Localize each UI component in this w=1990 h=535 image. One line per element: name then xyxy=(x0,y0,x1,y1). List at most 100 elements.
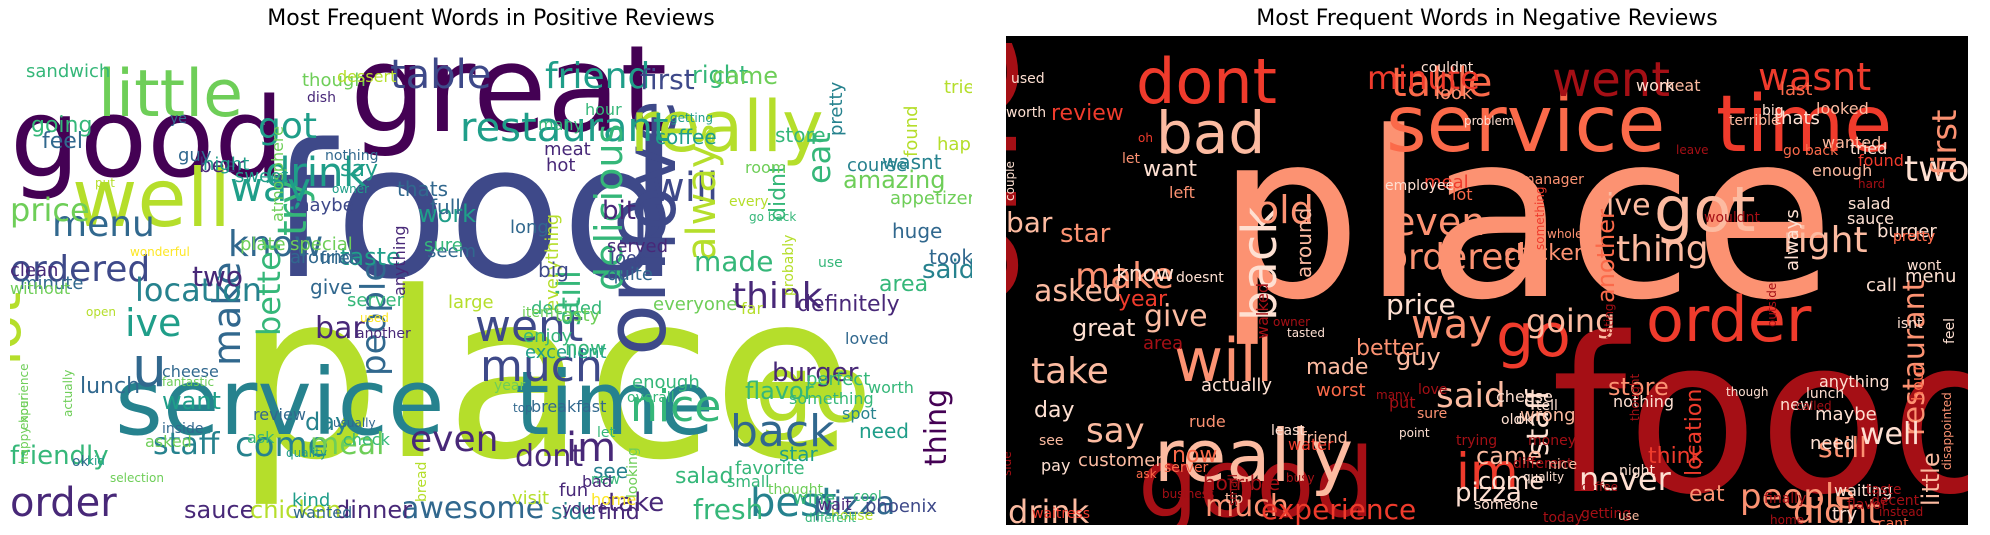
positive-word-visit: visit xyxy=(512,488,549,509)
negative-word-lot: lot xyxy=(1452,185,1473,204)
positive-word-order: order xyxy=(10,480,117,525)
negative-word-though: though xyxy=(1726,385,1768,399)
negative-word-thats: thats xyxy=(1774,108,1820,129)
positive-word-every: every xyxy=(729,194,769,210)
positive-word-experience: experience xyxy=(17,363,31,430)
negative-word-wasnt: wasnt xyxy=(1758,55,1871,99)
positive-word-new: new xyxy=(591,472,620,488)
positive-word-beer: beer xyxy=(199,153,245,177)
positive-word-sauce: sauce xyxy=(184,496,254,524)
negative-word-rating: rating xyxy=(1602,303,1616,339)
positive-word-think: think xyxy=(732,276,823,317)
positive-word-still: still xyxy=(550,270,588,326)
positive-word-lunch: lunch xyxy=(80,374,140,399)
negative-word-friend: friend xyxy=(1301,428,1348,447)
negative-word-doesnt: doesnt xyxy=(1176,270,1224,286)
positive-word-know: know xyxy=(228,224,323,265)
negative-word-asked: asked xyxy=(1034,274,1122,309)
negative-word-cloud: place food one good service time dont really wil… xyxy=(1006,36,1968,525)
negative-word-old: old xyxy=(1501,412,1522,428)
positive-word-thing: thing xyxy=(919,389,954,466)
negative-word-think: think xyxy=(1648,444,1704,469)
negative-word-point: point xyxy=(1399,426,1430,440)
negative-word-back: back xyxy=(1232,207,1288,321)
positive-word-everything: everything xyxy=(542,214,563,311)
positive-word-ye: ye xyxy=(170,111,187,127)
positive-word-large: large xyxy=(448,292,494,313)
positive-word-always: always xyxy=(679,124,725,261)
positive-word-star: star xyxy=(779,442,819,466)
negative-word-use: use xyxy=(1618,509,1639,523)
positive-word-restaurant: restaurant xyxy=(460,105,669,151)
negative-word-drink: drink xyxy=(1008,493,1090,525)
positive-word-kid: kid xyxy=(87,454,105,468)
positive-word-amazing: amazing xyxy=(843,166,946,194)
negative-word-location: location xyxy=(1682,389,1707,476)
positive-word-work: work xyxy=(418,200,476,228)
positive-word-something: something xyxy=(789,389,874,408)
positive-word-excellent: excellent xyxy=(525,342,607,363)
positive-word-well: well xyxy=(72,152,231,245)
positive-word-wanted: wanted xyxy=(293,503,352,522)
negative-word-tip: tip xyxy=(1225,491,1243,507)
negative-word-many: many xyxy=(1376,388,1410,402)
positive-word-atmosphere: atmosphere xyxy=(268,126,287,222)
positive-word-wasnt: wasnt xyxy=(882,150,942,174)
negative-word-hour: hour xyxy=(1908,364,1927,401)
negative-word-went: went xyxy=(1552,52,1670,108)
positive-word-came: came xyxy=(712,62,778,90)
negative-word-different: different xyxy=(1513,456,1573,472)
negative-word-water: water xyxy=(1288,435,1334,454)
positive-word-cloud: place food great good service time one love well… xyxy=(10,36,972,525)
negative-word-someone: someone xyxy=(1474,497,1538,513)
positive-word-bar: bar xyxy=(315,311,365,346)
positive-word-got: got xyxy=(258,106,317,147)
negative-word-pay: pay xyxy=(1041,456,1070,475)
negative-word-walked: walked xyxy=(1253,283,1272,339)
negative-word-thought: thought xyxy=(1628,374,1642,421)
positive-word-went: went xyxy=(475,301,583,352)
positive-word-first: first xyxy=(640,63,695,96)
positive-word-huge: huge xyxy=(892,219,942,243)
negative-word-pretty: pretty xyxy=(1893,229,1935,245)
negative-word-cant: cant xyxy=(1878,516,1909,525)
positive-word-appetizer: appetizer xyxy=(890,188,972,209)
negative-word-nothing: nothing xyxy=(1613,392,1674,411)
negative-word-coffee: coffee xyxy=(1581,480,1618,494)
negative-word-say: say xyxy=(1086,411,1145,451)
negative-word-bad: bad xyxy=(1156,99,1265,167)
negative-word-instead: instead xyxy=(1879,505,1923,519)
negative-word-eat: eat xyxy=(1689,482,1725,507)
positive-word-come: come xyxy=(235,425,329,465)
positive-word-night: night xyxy=(203,154,249,175)
negative-word-actually: actually xyxy=(1201,375,1272,396)
positive-word-decided: decided xyxy=(531,298,602,319)
negative-word-found: found xyxy=(1858,151,1904,170)
positive-word-served: served xyxy=(607,236,668,257)
positive-word-give: give xyxy=(310,275,352,299)
negative-word-couple: couple xyxy=(1006,161,1017,201)
negative-word-sauce: sauce xyxy=(1847,209,1894,228)
negative-word-put: put xyxy=(1389,393,1416,412)
positive-word-one: one xyxy=(587,198,686,356)
negative-word-feel: feel xyxy=(1942,318,1958,344)
positive-word-friend: friend xyxy=(545,56,650,97)
negative-word-enough: enough xyxy=(1812,161,1872,180)
negative-word-two: two xyxy=(1904,149,1968,190)
positive-word-cool: cool xyxy=(853,489,882,505)
positive-word-actually: actually xyxy=(61,370,75,417)
negative-word-let: let xyxy=(1122,151,1141,167)
positive-word-pretty: pretty xyxy=(826,81,847,136)
negative-word-left: left xyxy=(1169,183,1195,202)
negative-word-something: something xyxy=(1533,186,1547,250)
negative-word-take: take xyxy=(1031,351,1109,392)
negative-word-going: going xyxy=(1526,302,1615,340)
positive-word-enjoy: enjoy xyxy=(523,326,572,347)
positive-word-small: small xyxy=(727,472,770,491)
positive-word-even: even xyxy=(410,419,498,460)
negative-word-year: year xyxy=(1118,287,1168,312)
positive-word-fries: fries xyxy=(320,248,359,269)
negative-word-staff: staff xyxy=(1521,388,1556,456)
positive-word-little: little xyxy=(98,57,243,132)
